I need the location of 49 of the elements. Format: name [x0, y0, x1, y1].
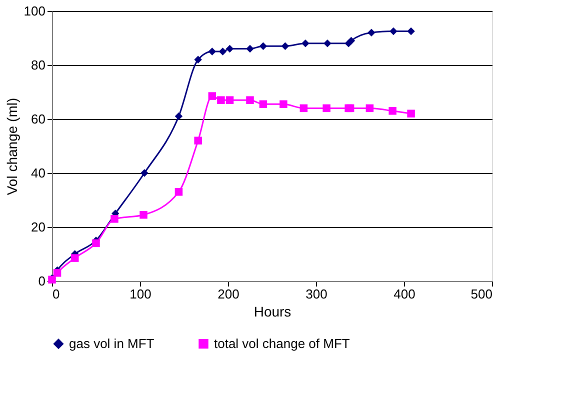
- x-tick-label: 100: [130, 286, 152, 302]
- y-tick-label: 80: [31, 58, 46, 72]
- x-tick-label: 400: [394, 286, 416, 302]
- point: [246, 44, 254, 53]
- point: [300, 104, 308, 112]
- point: [208, 48, 216, 56]
- point: [324, 40, 332, 48]
- point: [53, 269, 62, 277]
- point: [322, 104, 330, 112]
- y-tick-label: 60: [31, 112, 46, 126]
- point: [140, 169, 148, 177]
- point: [280, 100, 288, 108]
- legend-label: total vol change of MFT: [214, 336, 350, 351]
- legend-label: gas vol in MFT: [69, 336, 154, 351]
- point: [217, 96, 225, 104]
- point: [71, 254, 79, 262]
- point: [302, 40, 310, 48]
- point: [194, 56, 202, 64]
- point: [259, 100, 268, 108]
- x-tick-label: 500: [470, 286, 492, 302]
- x-tick-label: 0: [52, 286, 60, 302]
- y-tick-label: 20: [31, 220, 46, 234]
- point: [368, 28, 376, 36]
- point: [110, 215, 118, 223]
- point: [174, 188, 183, 196]
- x-tick-label: 300: [306, 286, 328, 302]
- point: [174, 112, 183, 120]
- y-tick-label: 40: [31, 166, 46, 180]
- x-tick-label: 200: [218, 286, 240, 302]
- point: [218, 48, 227, 56]
- point: [388, 107, 396, 115]
- point: [226, 44, 234, 53]
- x-axis-title: Hours: [254, 304, 292, 320]
- point: [366, 104, 374, 112]
- y-axis-title: Vol change (ml): [4, 98, 20, 196]
- point: [407, 110, 415, 118]
- point: [208, 92, 216, 100]
- point: [140, 210, 148, 219]
- point: [259, 42, 268, 50]
- point: [194, 136, 202, 144]
- point: [246, 96, 254, 104]
- point: [281, 42, 290, 50]
- y-tick-label: 100: [24, 4, 46, 18]
- y-tick-label: 0: [38, 274, 46, 288]
- point: [407, 27, 415, 36]
- point: [226, 96, 234, 104]
- point: [390, 27, 398, 36]
- point: [92, 239, 100, 248]
- point: [347, 36, 356, 45]
